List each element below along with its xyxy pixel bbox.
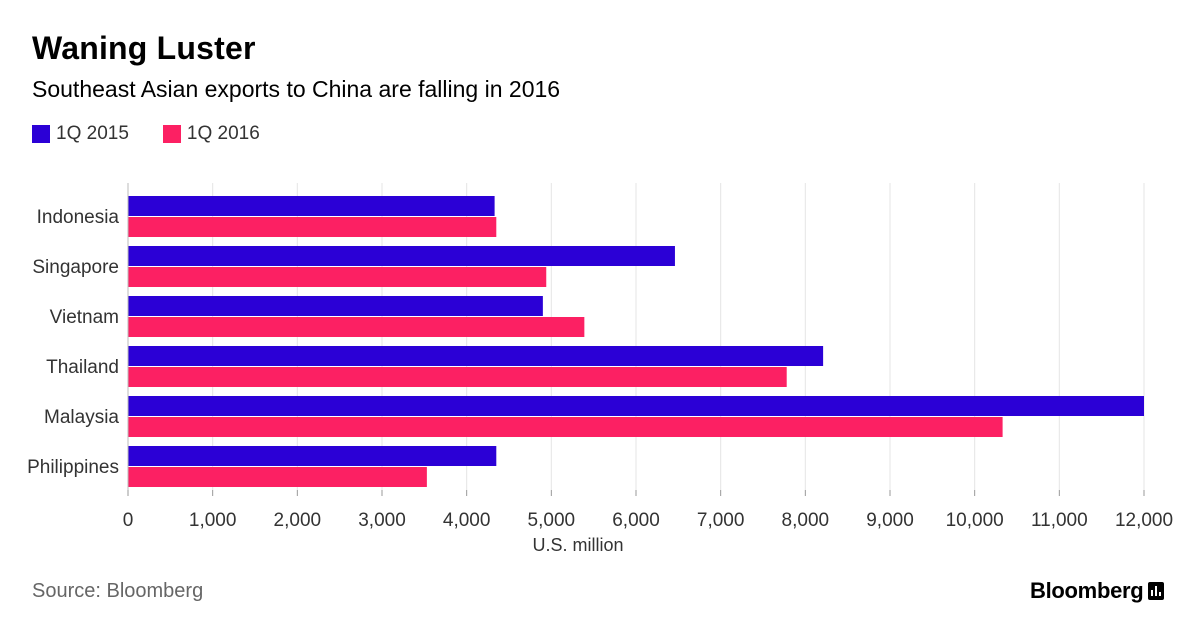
x-tick-label: 6,000 [612, 510, 660, 531]
x-tick-label: 12,000 [1115, 510, 1173, 531]
x-tick-label: 8,000 [782, 510, 830, 531]
bar [128, 317, 585, 337]
x-tick-label: 5,000 [528, 510, 576, 531]
chart-subtitle: Southeast Asian exports to China are fal… [32, 76, 561, 102]
category-label: Indonesia [37, 207, 120, 228]
legend-swatch-2016 [162, 125, 181, 143]
bar [128, 346, 824, 366]
chart-title: Waning Luster [32, 30, 256, 66]
legend-label-2015: 1Q 2015 [56, 123, 129, 144]
bloomberg-chart-icon [1148, 582, 1165, 600]
x-tick-label: 4,000 [443, 510, 491, 531]
x-tick-label: 3,000 [358, 510, 406, 531]
bar [128, 296, 543, 316]
brand-name: Bloomberg [1030, 578, 1144, 603]
bar [128, 417, 1003, 437]
x-tick-label: 7,000 [697, 510, 745, 531]
x-tick-label: 10,000 [946, 510, 1004, 531]
x-tick-label: 2,000 [274, 510, 322, 531]
x-tick-label: 11,000 [1031, 510, 1088, 531]
bar [128, 217, 497, 237]
legend-item-2016: 1Q 2016 [162, 123, 260, 145]
x-tick-label: 9,000 [866, 510, 914, 531]
legend: 1Q 2015 1Q 2016 [32, 123, 294, 145]
bar [128, 246, 675, 266]
category-label: Thailand [46, 357, 119, 378]
bar [128, 367, 787, 387]
category-label: Vietnam [50, 307, 119, 328]
category-label: Philippines [27, 457, 119, 478]
category-label: Malaysia [44, 407, 119, 428]
bar [128, 467, 427, 487]
bar [128, 196, 495, 216]
bar [128, 267, 547, 287]
bar [128, 446, 497, 466]
x-tick-label: 0 [123, 510, 134, 531]
legend-label-2016: 1Q 2016 [186, 123, 260, 144]
category-label: Singapore [32, 257, 119, 278]
bloomberg-logo: Bloomberg [1030, 578, 1165, 604]
legend-item-2015: 1Q 2015 [32, 123, 129, 145]
x-axis-title: U.S. million [532, 535, 623, 555]
bar [128, 396, 1144, 416]
x-tick-label: 1,000 [189, 510, 237, 531]
legend-swatch-2015 [32, 125, 50, 143]
source-note: Source: Bloomberg [32, 580, 204, 602]
